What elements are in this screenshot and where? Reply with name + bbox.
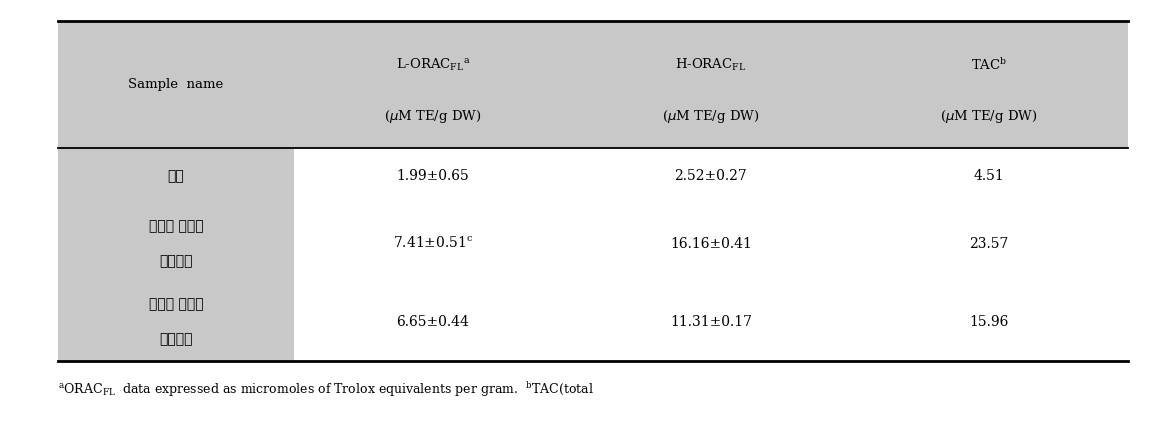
Text: 청소년 맞춤형: 청소년 맞춤형 bbox=[148, 219, 203, 233]
Text: H-ORAC$_{\mathregular{FL}}$: H-ORAC$_{\mathregular{FL}}$ bbox=[676, 57, 747, 73]
Text: 23.57: 23.57 bbox=[969, 237, 1009, 251]
Text: ($\mu$M TE/g DW): ($\mu$M TE/g DW) bbox=[940, 108, 1038, 124]
Text: 혼합잡곡: 혼합잡곡 bbox=[159, 332, 193, 346]
Text: TAC$^{\mathregular{b}}$: TAC$^{\mathregular{b}}$ bbox=[971, 57, 1008, 73]
Text: 7.41±0.51$^{\mathregular{c}}$: 7.41±0.51$^{\mathregular{c}}$ bbox=[393, 236, 473, 252]
Text: ($\mu$M TE/g DW): ($\mu$M TE/g DW) bbox=[385, 108, 482, 124]
Text: 4.51: 4.51 bbox=[974, 169, 1004, 183]
Text: 고령층 맞춤형: 고령층 맞춤형 bbox=[148, 298, 203, 311]
Text: 혼합잡곡: 혼합잡곡 bbox=[159, 254, 193, 268]
Text: 6.65±0.44: 6.65±0.44 bbox=[396, 315, 469, 329]
Bar bbox=[58, 21, 1128, 148]
Text: L-ORAC$_{\mathregular{FL}}$$^{\mathregular{a}}$: L-ORAC$_{\mathregular{FL}}$$^{\mathregul… bbox=[395, 57, 470, 73]
Text: $^{\mathregular{a}}$ORAC$_{\mathregular{FL}}$  data expressed as micromoles of T: $^{\mathregular{a}}$ORAC$_{\mathregular{… bbox=[58, 380, 595, 399]
Text: 11.31±0.17: 11.31±0.17 bbox=[670, 315, 752, 329]
Text: 백미: 백미 bbox=[167, 169, 185, 183]
Text: 15.96: 15.96 bbox=[969, 315, 1009, 329]
Text: 1.99±0.65: 1.99±0.65 bbox=[396, 169, 469, 183]
Text: ($\mu$M TE/g DW): ($\mu$M TE/g DW) bbox=[662, 108, 760, 124]
Text: 16.16±0.41: 16.16±0.41 bbox=[670, 237, 752, 251]
Text: Sample  name: Sample name bbox=[129, 78, 223, 91]
Bar bbox=[58, 148, 293, 361]
Text: 2.52±0.27: 2.52±0.27 bbox=[675, 169, 747, 183]
